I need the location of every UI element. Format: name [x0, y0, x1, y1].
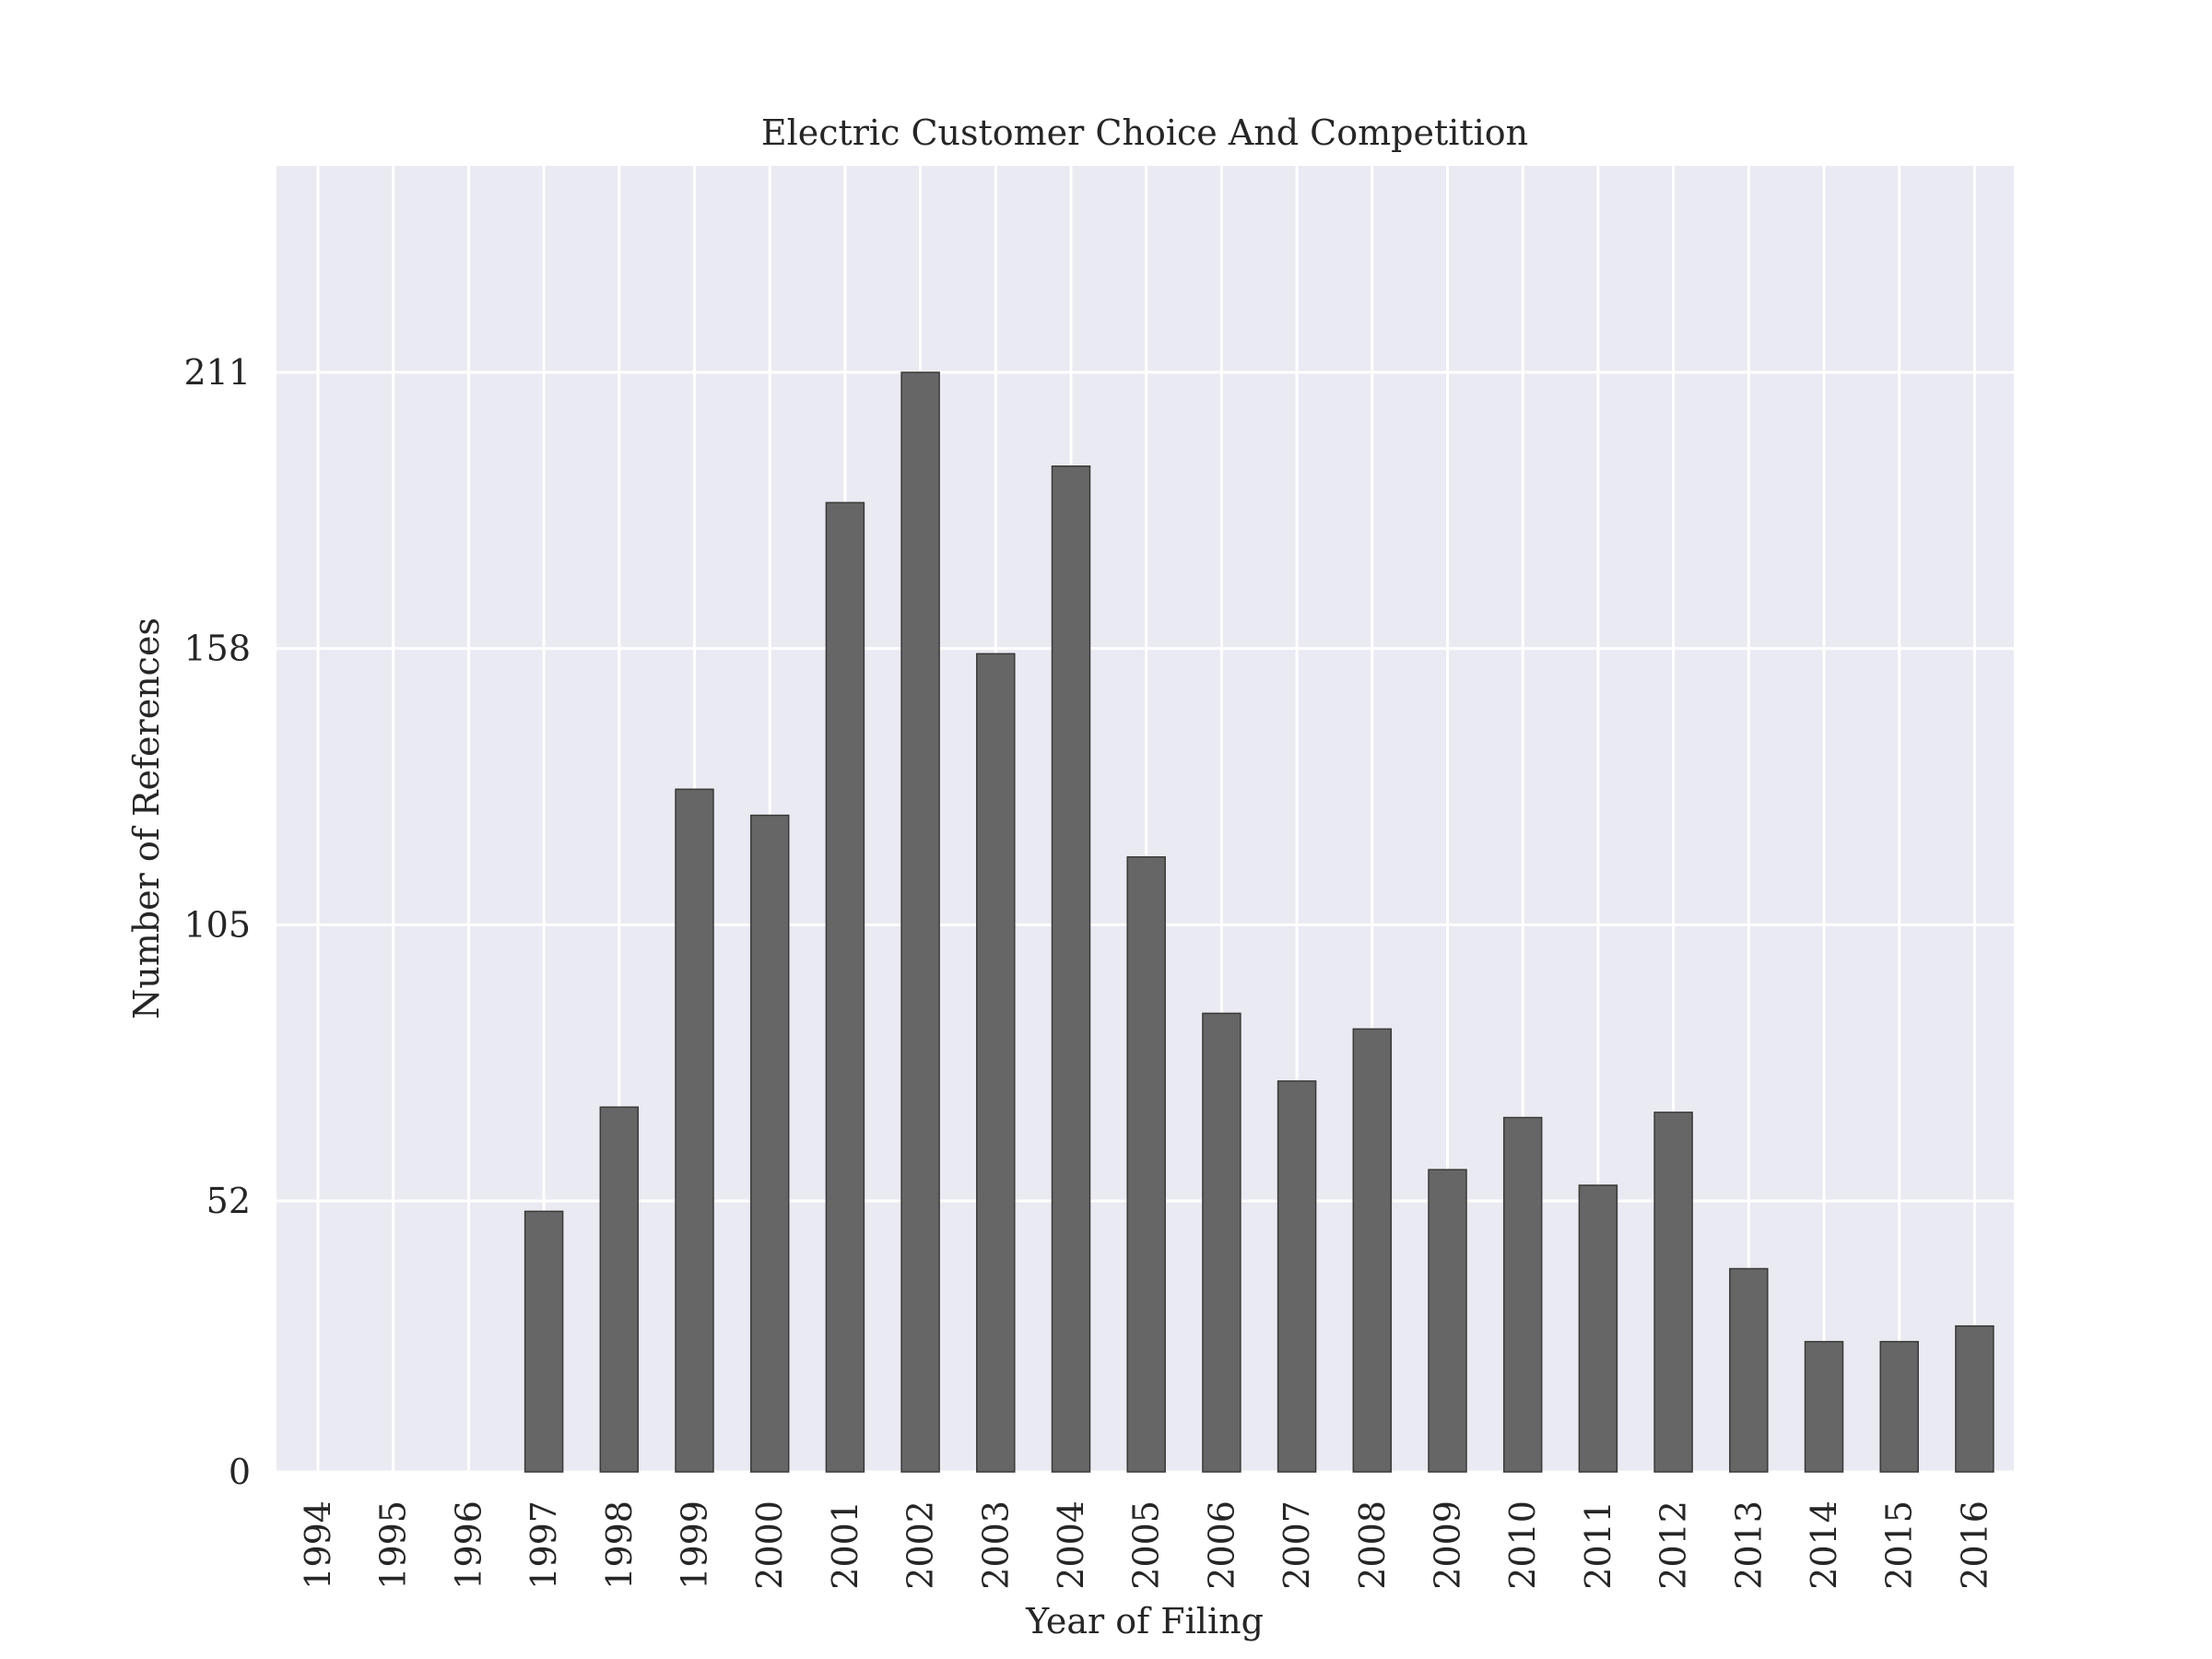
x-tick-label: 2002 [900, 1500, 941, 1590]
y-tick-label: 52 [206, 1181, 251, 1221]
x-tick-label: 1995 [373, 1500, 414, 1590]
x-tick-label: 2008 [1352, 1500, 1393, 1590]
bar-2002 [900, 371, 940, 1473]
x-tick-label: 2015 [1879, 1500, 1920, 1590]
x-tick-label: 1996 [448, 1500, 488, 1590]
x-tick-label: 2005 [1126, 1500, 1167, 1590]
bar-2004 [1051, 465, 1091, 1473]
x-tick-label: 1994 [298, 1500, 338, 1590]
bar-2000 [749, 814, 790, 1473]
bar-2005 [1126, 856, 1166, 1473]
bar-2001 [825, 501, 865, 1473]
bar-2011 [1578, 1184, 1618, 1473]
x-tick-label: 2004 [1051, 1500, 1091, 1590]
x-tick-label: 2012 [1653, 1500, 1694, 1590]
y-tick-labels: 0 52 105 158 211 [183, 352, 251, 1492]
y-tick-label: 158 [183, 629, 251, 669]
bar-2014 [1804, 1340, 1844, 1473]
x-tick-label: 2009 [1428, 1500, 1468, 1590]
bar-2013 [1729, 1267, 1769, 1473]
y-axis-label: Number of References [126, 618, 167, 1019]
x-tick-label: 2006 [1201, 1500, 1241, 1590]
y-tick-label: 211 [183, 352, 251, 393]
x-tick-label: 2016 [1954, 1500, 1994, 1590]
bar-2008 [1352, 1028, 1393, 1473]
x-tick-label: 2014 [1804, 1500, 1844, 1590]
x-tick-label: 1999 [675, 1500, 715, 1590]
y-tick-label: 0 [229, 1452, 251, 1492]
x-tick-labels: 1994 1995 1996 1997 1998 1999 2000 2001 2002 2003… [298, 1500, 1994, 1590]
bar-2006 [1202, 1012, 1241, 1473]
x-tick-label: 1997 [524, 1500, 564, 1590]
bar-2010 [1502, 1116, 1543, 1473]
x-tick-label: 2010 [1502, 1500, 1543, 1590]
x-tick-label: 2000 [749, 1500, 790, 1590]
bar-2009 [1428, 1169, 1467, 1473]
x-tick-label: 2003 [975, 1500, 1016, 1590]
chart-title: Electric Customer Choice And Competition [761, 112, 1528, 153]
bar-2015 [1879, 1340, 1919, 1473]
x-tick-label: 2011 [1578, 1500, 1618, 1590]
x-axis-label: Year of Filing [1025, 1601, 1264, 1641]
bars [524, 371, 1994, 1473]
bar-1998 [599, 1106, 640, 1473]
bar-2003 [976, 653, 1016, 1473]
bar-1997 [524, 1210, 564, 1473]
x-tick-label: 2001 [825, 1500, 865, 1590]
x-tick-label: 1998 [599, 1500, 640, 1590]
bar-2007 [1277, 1080, 1317, 1473]
bar-2012 [1653, 1112, 1693, 1473]
bar-2016 [1955, 1324, 1994, 1473]
x-tick-label: 2007 [1277, 1500, 1317, 1590]
y-tick-label: 105 [183, 904, 251, 945]
bar-1999 [675, 788, 714, 1473]
x-tick-label: 2013 [1728, 1500, 1769, 1590]
